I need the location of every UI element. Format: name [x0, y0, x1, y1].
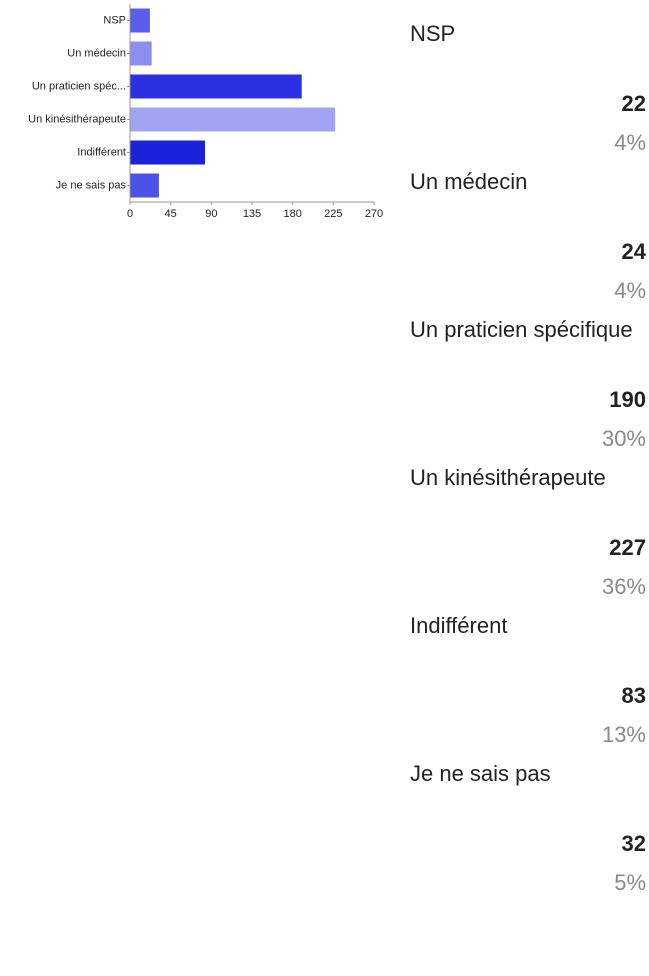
x-tick-label: 225: [324, 208, 342, 220]
answer-label: Un praticien spécifique: [410, 317, 633, 342]
bar: [130, 41, 152, 66]
y-tick-label: NSP: [103, 14, 126, 26]
answer-percent: 13%: [601, 722, 646, 747]
bar: [130, 74, 302, 99]
answer-count: 24: [621, 239, 646, 264]
bar: [130, 140, 206, 165]
y-tick-label: Je ne sais pas: [56, 179, 127, 191]
answer-percent: 4%: [614, 130, 646, 155]
y-tick-label: Un praticien spéc...: [32, 80, 126, 92]
chart: 0 45 90 135 180 225 270 NSP Un médecin Un pratici…: [28, 4, 383, 220]
answer-label: Un médecin: [410, 169, 528, 194]
answer-count: 22: [621, 91, 646, 116]
answer-count: 83: [621, 683, 646, 708]
answer-percent: 36%: [601, 574, 646, 599]
x-tick-label: 135: [243, 208, 261, 220]
answer-count: 190: [609, 387, 646, 412]
x-tick-label: 0: [127, 208, 133, 220]
bar: [130, 8, 150, 33]
answer-count: 227: [609, 535, 646, 560]
y-tick-label: Un kinésithérapeute: [28, 113, 126, 125]
y-tick-label: Un médecin: [67, 47, 126, 59]
y-tick-label: Indifférent: [77, 146, 126, 158]
answer-label: NSP: [410, 21, 456, 46]
answer-count: 32: [621, 831, 646, 856]
answer-percent: 30%: [601, 426, 646, 451]
x-tick-label: 180: [283, 208, 301, 220]
x-tick-label: 90: [205, 208, 217, 220]
answer-percent: 5%: [614, 870, 646, 895]
bar: [130, 107, 336, 132]
answer-label: Je ne sais pas: [410, 761, 551, 786]
answer-label: Un kinésithérapeute: [410, 465, 606, 490]
answer-percent: 4%: [614, 278, 646, 303]
summary-list: NSP 22 4% Un médecin 24 4% Un praticien spécif…: [410, 16, 646, 904]
x-tick-label: 45: [165, 208, 177, 220]
bar: [130, 173, 159, 198]
x-tick-label: 270: [365, 208, 383, 220]
answer-label: Indifférent: [410, 613, 508, 638]
